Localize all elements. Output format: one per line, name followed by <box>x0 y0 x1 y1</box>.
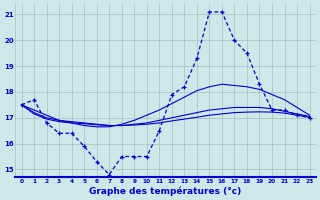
X-axis label: Graphe des températures (°c): Graphe des températures (°c) <box>90 186 242 196</box>
